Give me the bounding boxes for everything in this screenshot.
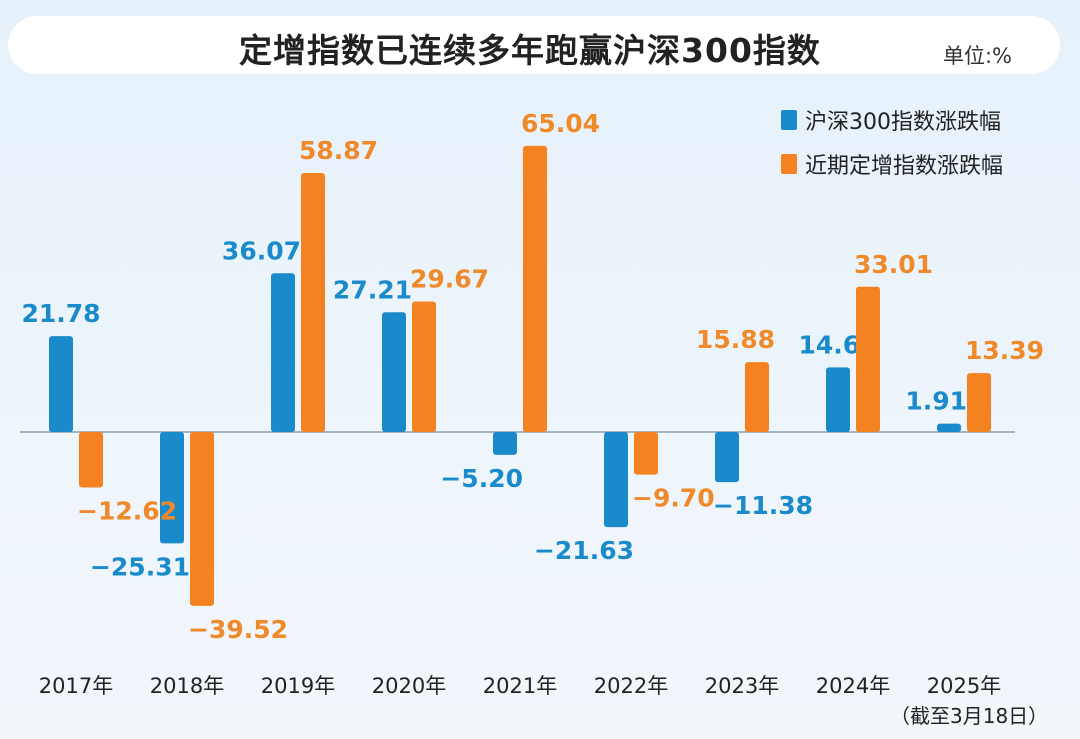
x-tick-label: 2017年 bbox=[39, 674, 113, 698]
bar-csi300 bbox=[160, 432, 184, 544]
legend-swatch bbox=[781, 154, 797, 174]
x-tick-label: 2023年 bbox=[705, 674, 779, 698]
bar-placement bbox=[634, 432, 658, 475]
bar-csi300 bbox=[604, 432, 628, 528]
x-tick-label: 2020年 bbox=[372, 674, 446, 698]
data-label: −11.38 bbox=[713, 491, 813, 520]
data-label: −25.31 bbox=[90, 552, 190, 581]
bar-placement bbox=[190, 432, 214, 606]
data-label: −39.52 bbox=[188, 615, 288, 644]
bar-csi300 bbox=[937, 423, 961, 432]
legend-label: 沪深300指数涨跌幅 bbox=[805, 110, 1001, 135]
legend-item-placement-index: 近期定增指数涨跌幅 bbox=[781, 142, 1003, 186]
bar-csi300 bbox=[715, 432, 739, 483]
bar-placement bbox=[523, 145, 547, 432]
data-label: 13.39 bbox=[965, 336, 1044, 365]
data-label: 65.04 bbox=[521, 109, 600, 138]
legend: 沪深300指数涨跌幅 近期定增指数涨跌幅 bbox=[781, 98, 1003, 186]
data-label: 29.67 bbox=[410, 264, 489, 293]
data-label: 15.88 bbox=[696, 325, 775, 354]
bar-csi300 bbox=[493, 432, 517, 455]
title-panel bbox=[8, 16, 1060, 74]
x-tick-label: 2018年 bbox=[150, 674, 224, 698]
bar-csi300 bbox=[271, 273, 295, 432]
bar-placement bbox=[79, 432, 103, 488]
data-label: −21.63 bbox=[534, 536, 634, 565]
bar-placement bbox=[412, 301, 436, 432]
legend-swatch bbox=[781, 110, 797, 130]
bar-placement bbox=[856, 286, 880, 432]
data-label: 1.91 bbox=[905, 387, 967, 416]
bar-csi300 bbox=[49, 336, 73, 432]
unit-label: 单位:% bbox=[942, 44, 1012, 68]
bar-placement bbox=[745, 362, 769, 432]
bar-csi300 bbox=[826, 367, 850, 432]
data-label: 27.21 bbox=[333, 275, 412, 304]
bar-placement bbox=[967, 373, 991, 432]
data-label: 36.07 bbox=[222, 236, 301, 265]
x-tick-label: 2019年 bbox=[261, 674, 335, 698]
x-tick-label: 2024年 bbox=[816, 674, 890, 698]
legend-label: 近期定增指数涨跌幅 bbox=[805, 154, 1004, 179]
date-note: （截至3月18日） bbox=[890, 704, 1049, 728]
data-label: −5.20 bbox=[440, 464, 523, 493]
data-label: 21.78 bbox=[21, 299, 100, 328]
x-tick-label: 2025年 bbox=[927, 674, 1001, 698]
bar-csi300 bbox=[382, 312, 406, 432]
data-label: −12.62 bbox=[77, 497, 177, 526]
x-tick-label: 2022年 bbox=[594, 674, 668, 698]
x-tick-label: 2021年 bbox=[483, 674, 557, 698]
data-label: 58.87 bbox=[299, 136, 378, 165]
chart-title: 定增指数已连续多年跑赢沪深300指数 bbox=[239, 31, 821, 70]
legend-item-csi300: 沪深300指数涨跌幅 bbox=[781, 98, 1003, 142]
bar-placement bbox=[301, 172, 325, 433]
data-label: −9.70 bbox=[632, 484, 715, 513]
data-label: 33.01 bbox=[854, 250, 933, 279]
